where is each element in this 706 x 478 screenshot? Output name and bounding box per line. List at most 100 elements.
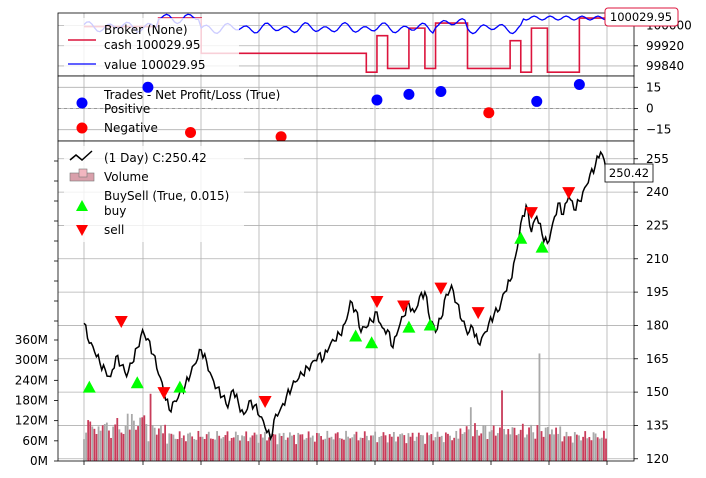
volume-bar [307, 431, 310, 461]
buy-legend-label: buy [104, 204, 126, 218]
volume-bar [305, 438, 308, 461]
volume-bar [573, 432, 576, 461]
volume-bar [578, 435, 580, 461]
buysell-legend-title: BuySell (True, 0.015) [104, 189, 229, 203]
broker-ytick-label: 99840 [646, 59, 684, 73]
volume-bar [507, 429, 510, 461]
volume-bar [230, 437, 233, 461]
negative-trade-point [275, 131, 287, 143]
volume-bar [386, 442, 389, 461]
buy-marker [535, 240, 549, 253]
volume-bar [166, 443, 169, 461]
volume-bar [509, 434, 512, 461]
volume-yaxis: 0M 60M 120M 180M 240M 300M 360M [15, 333, 58, 468]
volume-ytick-label: 60M [22, 434, 48, 448]
volume-bar [345, 430, 347, 461]
volume-bar [214, 439, 216, 461]
volume-bar [407, 433, 410, 461]
volume-bar [122, 433, 125, 461]
volume-bar [417, 432, 420, 461]
volume-bar [457, 438, 460, 461]
volume-bar [370, 435, 372, 461]
volume-bar [513, 427, 516, 461]
sell-legend-label: sell [104, 223, 124, 237]
volume-bar [118, 429, 121, 461]
volume-bar [515, 435, 518, 461]
price-ytick-label: 180 [646, 318, 669, 332]
sell-marker [471, 307, 485, 320]
volume-bar [276, 444, 279, 461]
volume-bar [486, 439, 489, 461]
volume-bar [559, 426, 562, 461]
volume-bar [193, 438, 196, 461]
volume-bar [239, 440, 241, 461]
volume-bar [245, 431, 248, 461]
volume-bar [355, 431, 358, 461]
volume-bar [212, 438, 214, 461]
volume-bar [176, 439, 179, 461]
volume-bar [596, 437, 599, 461]
price-yaxis: 120 135 150 165 180 195 210 225 240 255 [634, 152, 669, 466]
volume-bar [415, 436, 418, 461]
volume-bar [447, 433, 449, 461]
last-close-label: 250.42 [609, 166, 649, 180]
volume-bar [124, 425, 127, 461]
volume-bar [297, 432, 300, 461]
volume-bar [141, 417, 144, 461]
volume-bar [101, 425, 104, 461]
buy-marker [82, 380, 96, 393]
volume-bar [363, 431, 366, 461]
volume-ytick-label: 120M [15, 414, 48, 428]
volume-bar [195, 439, 198, 461]
volume-bar [105, 422, 108, 461]
volume-bar [299, 434, 302, 461]
volume-bar [551, 429, 553, 461]
volume-bar [278, 433, 281, 461]
volume-bar [526, 434, 528, 461]
volume-bar [478, 435, 481, 461]
volume-bar [170, 433, 173, 461]
volume-bar [157, 428, 160, 461]
price-ytick-label: 225 [646, 218, 669, 232]
negative-trade-point [185, 127, 197, 139]
last-close-tag: 250.42 [604, 163, 654, 183]
volume-bar [474, 423, 476, 461]
volume-bar [130, 413, 133, 461]
volume-bar [569, 436, 572, 461]
volume-legend-label: Volume [104, 170, 149, 184]
volume-bar [499, 427, 501, 461]
volume-bars [83, 353, 607, 461]
buy-marker [402, 320, 416, 333]
buy-markers [82, 231, 549, 393]
volume-bar [145, 424, 148, 461]
volume-bar [108, 430, 110, 461]
volume-bar [232, 437, 235, 461]
volume-bar [440, 435, 443, 461]
volume-bar [600, 437, 603, 461]
volume-bar [492, 425, 495, 461]
volume-bar [365, 435, 368, 461]
volume-bar [422, 435, 424, 461]
volume-bar [112, 426, 115, 461]
volume-bar [201, 436, 204, 461]
volume-bar [178, 431, 181, 461]
volume-bar [328, 437, 331, 461]
volume-bar [224, 435, 227, 461]
volume-bar [282, 432, 285, 461]
volume-bar [372, 435, 374, 461]
volume-bar [426, 432, 429, 461]
volume-bar [228, 440, 231, 461]
volume-bar [403, 435, 406, 461]
volume-bar [374, 431, 377, 461]
cash-legend-label: cash 100029.95 [104, 38, 201, 52]
volume-bar [598, 438, 601, 461]
volume-bar [226, 431, 229, 461]
sell-marker [157, 387, 171, 400]
volume-bar [580, 440, 582, 461]
volume-bar [251, 435, 254, 461]
volume-bar [428, 435, 431, 461]
volume-bar [114, 424, 117, 461]
volume-bar [316, 432, 318, 461]
volume-bar [359, 437, 362, 461]
volume-bar [216, 431, 218, 461]
